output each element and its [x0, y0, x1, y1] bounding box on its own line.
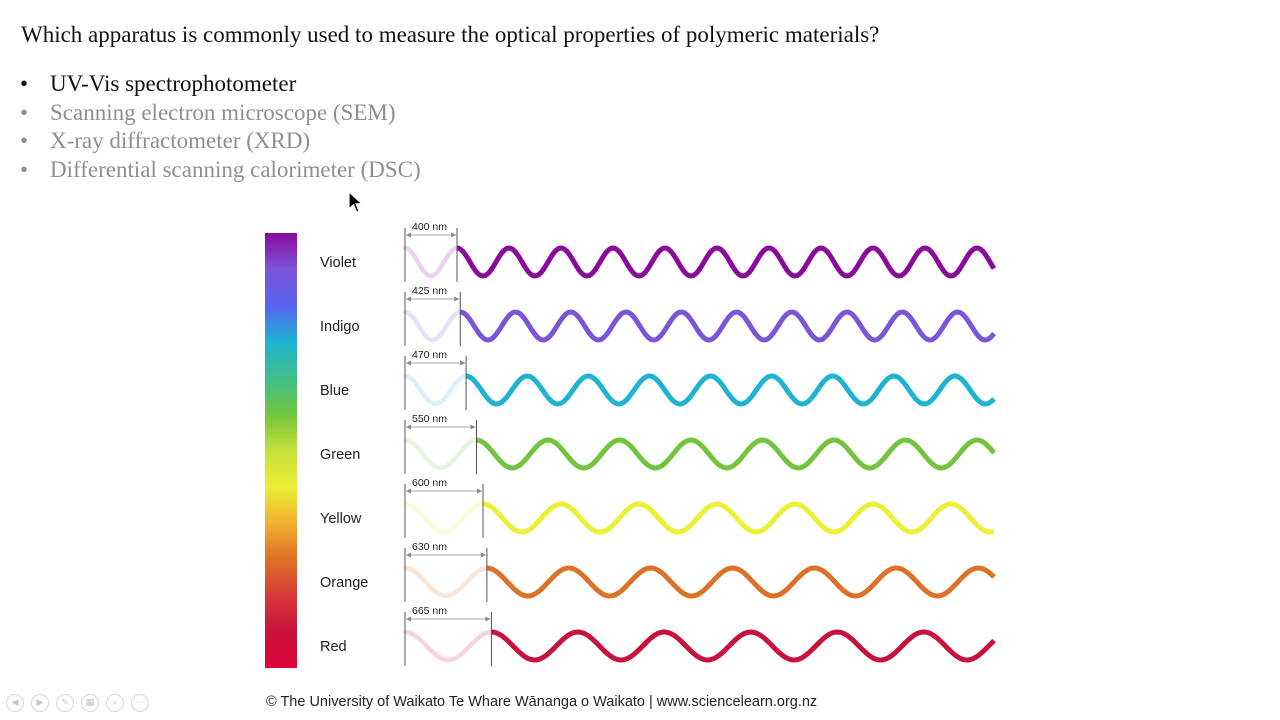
wave-indigo: [459, 309, 996, 343]
reference-cycle-blue: [402, 373, 469, 407]
bullet-icon: •: [20, 99, 29, 125]
bullet-icon: •: [20, 71, 29, 96]
mouse-cursor-icon: [348, 191, 364, 213]
wavelength-label-blue: 470 nm: [412, 349, 447, 361]
slides-icon[interactable]: ▦: [81, 694, 99, 712]
more-icon[interactable]: ⋯: [131, 694, 149, 712]
arrowhead-right-blue: [460, 360, 466, 366]
band-label-violet: Violet: [320, 255, 356, 271]
pen-icon[interactable]: ✎: [56, 694, 74, 712]
band-label-red: Red: [320, 639, 347, 655]
option-label: Scanning electron microscope (SEM): [50, 99, 396, 125]
arrowhead-left-orange: [406, 552, 411, 558]
arrowhead-right-indigo: [454, 296, 460, 302]
arrowhead-right-green: [470, 424, 476, 430]
arrowhead-left-yellow: [406, 488, 411, 494]
arrowhead-right-orange: [480, 552, 486, 558]
arrowhead-right-violet: [451, 232, 456, 238]
arrowhead-left-green: [406, 424, 411, 430]
reference-cycle-orange: [402, 565, 490, 599]
band-label-blue: Blue: [320, 383, 349, 399]
reference-cycle-yellow: [402, 501, 486, 535]
reference-cycle-green: [402, 437, 479, 471]
reference-cycle-red: [402, 629, 494, 663]
bullet-icon: •: [20, 156, 29, 182]
wave-yellow: [482, 501, 995, 535]
answer-option-sem[interactable]: • Scanning electron microscope (SEM): [20, 99, 421, 128]
reference-cycle-indigo: [402, 309, 463, 343]
answer-option-xrd[interactable]: • X-ray diffractometer (XRD): [20, 127, 421, 156]
wavelength-label-orange: 630 nm: [412, 541, 447, 553]
band-label-green: Green: [320, 447, 360, 463]
question-text: Which apparatus is commonly used to meas…: [21, 22, 880, 47]
band-label-orange: Orange: [320, 575, 368, 591]
arrowhead-left-violet: [406, 232, 411, 238]
next-arrow-icon[interactable]: ▶: [31, 694, 49, 712]
copyright-notice: © The University of Waikato Te Whare Wān…: [266, 694, 818, 710]
option-label: Differential scanning calorimeter (DSC): [50, 156, 421, 182]
arrowhead-right-red: [485, 616, 491, 622]
prev-arrow-icon[interactable]: ◀: [6, 694, 24, 712]
reference-cycle-violet: [402, 245, 460, 279]
zoom-icon[interactable]: ⌕: [106, 694, 124, 712]
presentation-toolbar: ◀ ▶ ✎ ▦ ⌕ ⋯: [6, 694, 149, 712]
arrowhead-left-indigo: [406, 296, 411, 302]
option-label: X-ray diffractometer (XRD): [50, 128, 311, 154]
wavelength-label-violet: 400 nm: [412, 221, 447, 233]
wave-violet: [456, 245, 997, 279]
wave-red: [491, 629, 996, 663]
wavelength-label-yellow: 600 nm: [412, 477, 447, 489]
wave-orange: [486, 565, 996, 599]
visible-spectrum-figure: Violet 400 nm Indigo 425 nm Blue 470 nm Green 5…: [265, 221, 997, 668]
band-label-indigo: Indigo: [320, 319, 360, 335]
wavelength-label-green: 550 nm: [412, 413, 447, 425]
bullet-icon: •: [20, 128, 29, 154]
band-label-yellow: Yellow: [320, 511, 362, 527]
wavelength-label-red: 665 nm: [412, 605, 447, 617]
answer-option-dsc[interactable]: • Differential scanning calorimeter (DSC): [20, 156, 421, 185]
option-label: UV-Vis spectrophotometer: [50, 71, 297, 96]
arrowhead-left-blue: [406, 360, 411, 366]
spectrum-gradient-bar: [265, 233, 297, 668]
arrowhead-left-red: [406, 616, 411, 622]
answer-option-uv-vis[interactable]: • UV-Vis spectrophotometer: [20, 70, 421, 99]
answer-options: • UV-Vis spectrophotometer • Scanning elec…: [20, 70, 421, 184]
wave-green: [476, 437, 996, 471]
wave-blue: [465, 373, 996, 407]
arrowhead-right-yellow: [477, 488, 482, 494]
wavelength-label-indigo: 425 nm: [412, 285, 447, 297]
